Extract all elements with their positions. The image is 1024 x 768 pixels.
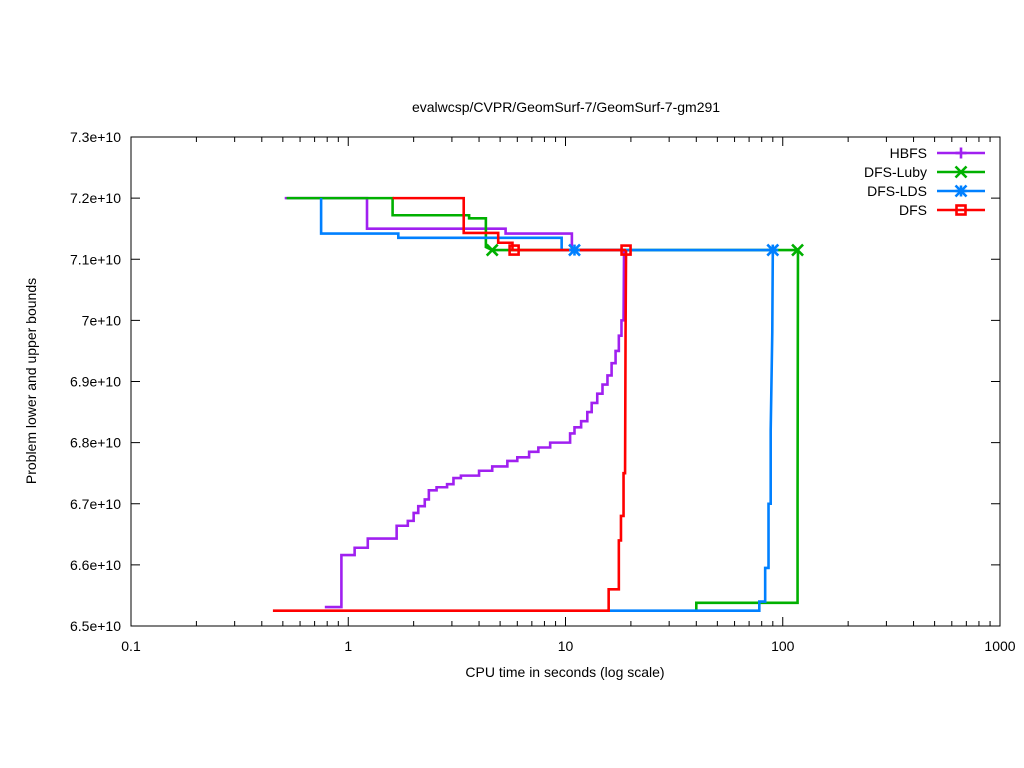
y-tick-label: 6.6e+10 xyxy=(70,557,121,573)
series-line-lower xyxy=(272,250,628,613)
axis-ticks: 0.1 1 10 100 1000 6.5e+10 6.6e+10 6.7e+10 6.8e+1… xyxy=(70,129,1016,654)
legend-label: DFS-Luby xyxy=(864,164,927,180)
legend-marker xyxy=(955,204,967,216)
marker-point xyxy=(620,244,632,256)
legend-marker xyxy=(954,184,968,198)
x-tick-label: 0.1 xyxy=(121,638,141,654)
series-dfs xyxy=(272,196,628,613)
legend: HBFS DFS-Luby DFS-LDS DFS xyxy=(864,145,985,218)
series-dfs-lds xyxy=(319,198,775,613)
x-tick-label: 10 xyxy=(558,638,574,654)
series-line-lower xyxy=(606,250,775,613)
series-line-lower xyxy=(695,250,800,611)
legend-item: HBFS xyxy=(890,145,985,161)
legend-label: DFS xyxy=(899,202,927,218)
marker-point xyxy=(791,243,804,257)
x-tick-label: 1 xyxy=(344,638,352,654)
x-tick-label: 100 xyxy=(771,638,795,654)
y-tick-label: 7.2e+10 xyxy=(70,190,121,206)
chart-title: evalwcsp/CVPR/GeomSurf-7/GeomSurf-7-gm29… xyxy=(412,99,720,115)
legend-item: DFS xyxy=(899,202,985,218)
series-group xyxy=(272,196,804,613)
series-line-upper xyxy=(284,196,624,252)
series-line-lower xyxy=(324,250,626,609)
series-line-upper xyxy=(392,196,627,252)
y-tick-label: 6.8e+10 xyxy=(70,435,121,451)
y-tick-label: 7e+10 xyxy=(82,312,122,328)
legend-label: DFS-LDS xyxy=(867,183,927,199)
legend-marker xyxy=(955,147,967,159)
y-tick-label: 6.5e+10 xyxy=(70,618,121,634)
legend-label: HBFS xyxy=(890,145,927,161)
legend-item: DFS-Luby xyxy=(864,164,985,180)
plot-frame xyxy=(130,136,1001,627)
y-axis-label: Problem lower and upper bounds xyxy=(23,278,39,484)
series-line-upper xyxy=(319,198,773,252)
legend-marker xyxy=(954,165,968,179)
y-tick-label: 6.7e+10 xyxy=(70,496,121,512)
marker-point xyxy=(766,243,780,257)
marker-point xyxy=(508,244,520,256)
series-line-upper xyxy=(286,196,798,252)
y-tick-label: 6.9e+10 xyxy=(70,374,121,390)
marker-point xyxy=(568,243,581,257)
marker-point xyxy=(485,243,499,257)
series-hbfs xyxy=(284,196,626,609)
y-tick-label: 7.3e+10 xyxy=(70,129,121,145)
plot-area xyxy=(130,136,1001,627)
x-axis-label: CPU time in seconds (log scale) xyxy=(465,664,664,680)
legend-item: DFS-LDS xyxy=(867,183,985,199)
x-tick-label: 1000 xyxy=(984,638,1015,654)
y-tick-label: 7.1e+10 xyxy=(70,251,121,267)
